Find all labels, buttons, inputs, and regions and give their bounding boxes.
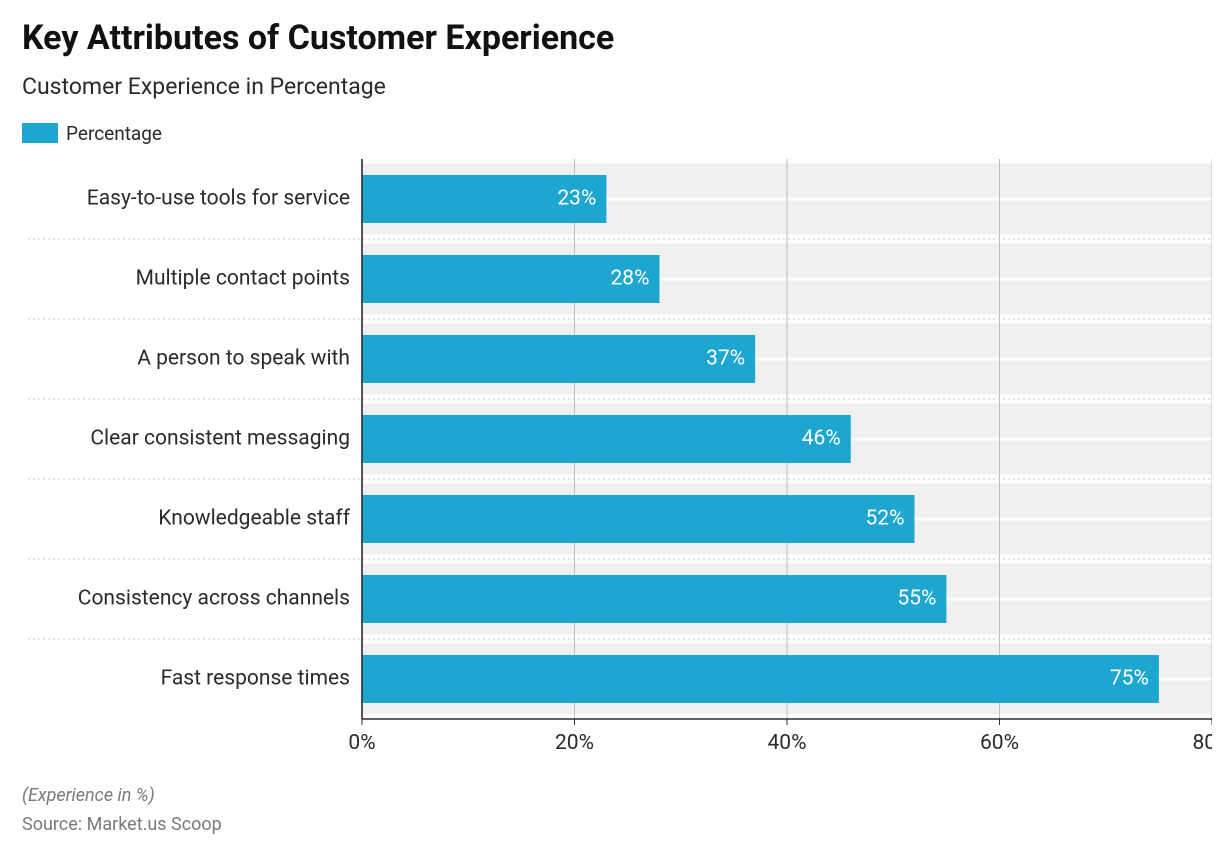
legend-swatch — [22, 123, 58, 143]
bar-value-label: 55% — [897, 586, 936, 610]
bar — [362, 575, 946, 623]
source-name: Market.us Scoop — [87, 814, 222, 835]
y-axis-label: Fast response times — [161, 666, 350, 690]
chart-subtitle: Customer Experience in Percentage — [22, 73, 1198, 100]
source-line: Source: Market.us Scoop — [22, 814, 1198, 835]
legend-label: Percentage — [66, 122, 162, 145]
bar — [362, 335, 755, 383]
bar — [362, 655, 1159, 703]
bar-value-label: 52% — [866, 506, 905, 530]
y-axis-label: A person to speak with — [137, 346, 350, 370]
legend: Percentage — [22, 122, 1198, 145]
bar — [362, 415, 851, 463]
x-tick-label: 40% — [768, 731, 807, 755]
bar-chart-svg: 23% Easy-to-use tools for service 28% Multi… — [22, 159, 1212, 769]
x-tick-label: 20% — [555, 731, 594, 755]
bar-value-label: 37% — [706, 346, 745, 370]
x-tick-label: 80% — [1193, 731, 1213, 755]
bar-value-label: 23% — [557, 186, 596, 210]
y-axis-label: Easy-to-use tools for service — [87, 186, 350, 210]
x-tick-label: 0% — [348, 731, 375, 755]
chart-container: Key Attributes of Customer Experience Cu… — [0, 0, 1220, 853]
bar-value-label: 28% — [611, 266, 650, 290]
bar — [362, 495, 915, 543]
y-axis-label: Consistency across channels — [78, 586, 350, 610]
bar-value-label: 75% — [1110, 666, 1149, 690]
chart-title: Key Attributes of Customer Experience — [22, 18, 1198, 59]
bar-value-label: 46% — [802, 426, 841, 450]
y-axis-label: Knowledgeable staff — [158, 506, 350, 530]
y-axis-label: Clear consistent messaging — [90, 426, 350, 450]
chart-plot-area: 23% Easy-to-use tools for service 28% Multi… — [22, 159, 1198, 769]
source-prefix: Source: — [22, 814, 87, 835]
x-tick-label: 60% — [980, 731, 1019, 755]
footnote: (Experience in %) — [22, 785, 1198, 806]
y-axis-label: Multiple contact points — [136, 266, 350, 290]
